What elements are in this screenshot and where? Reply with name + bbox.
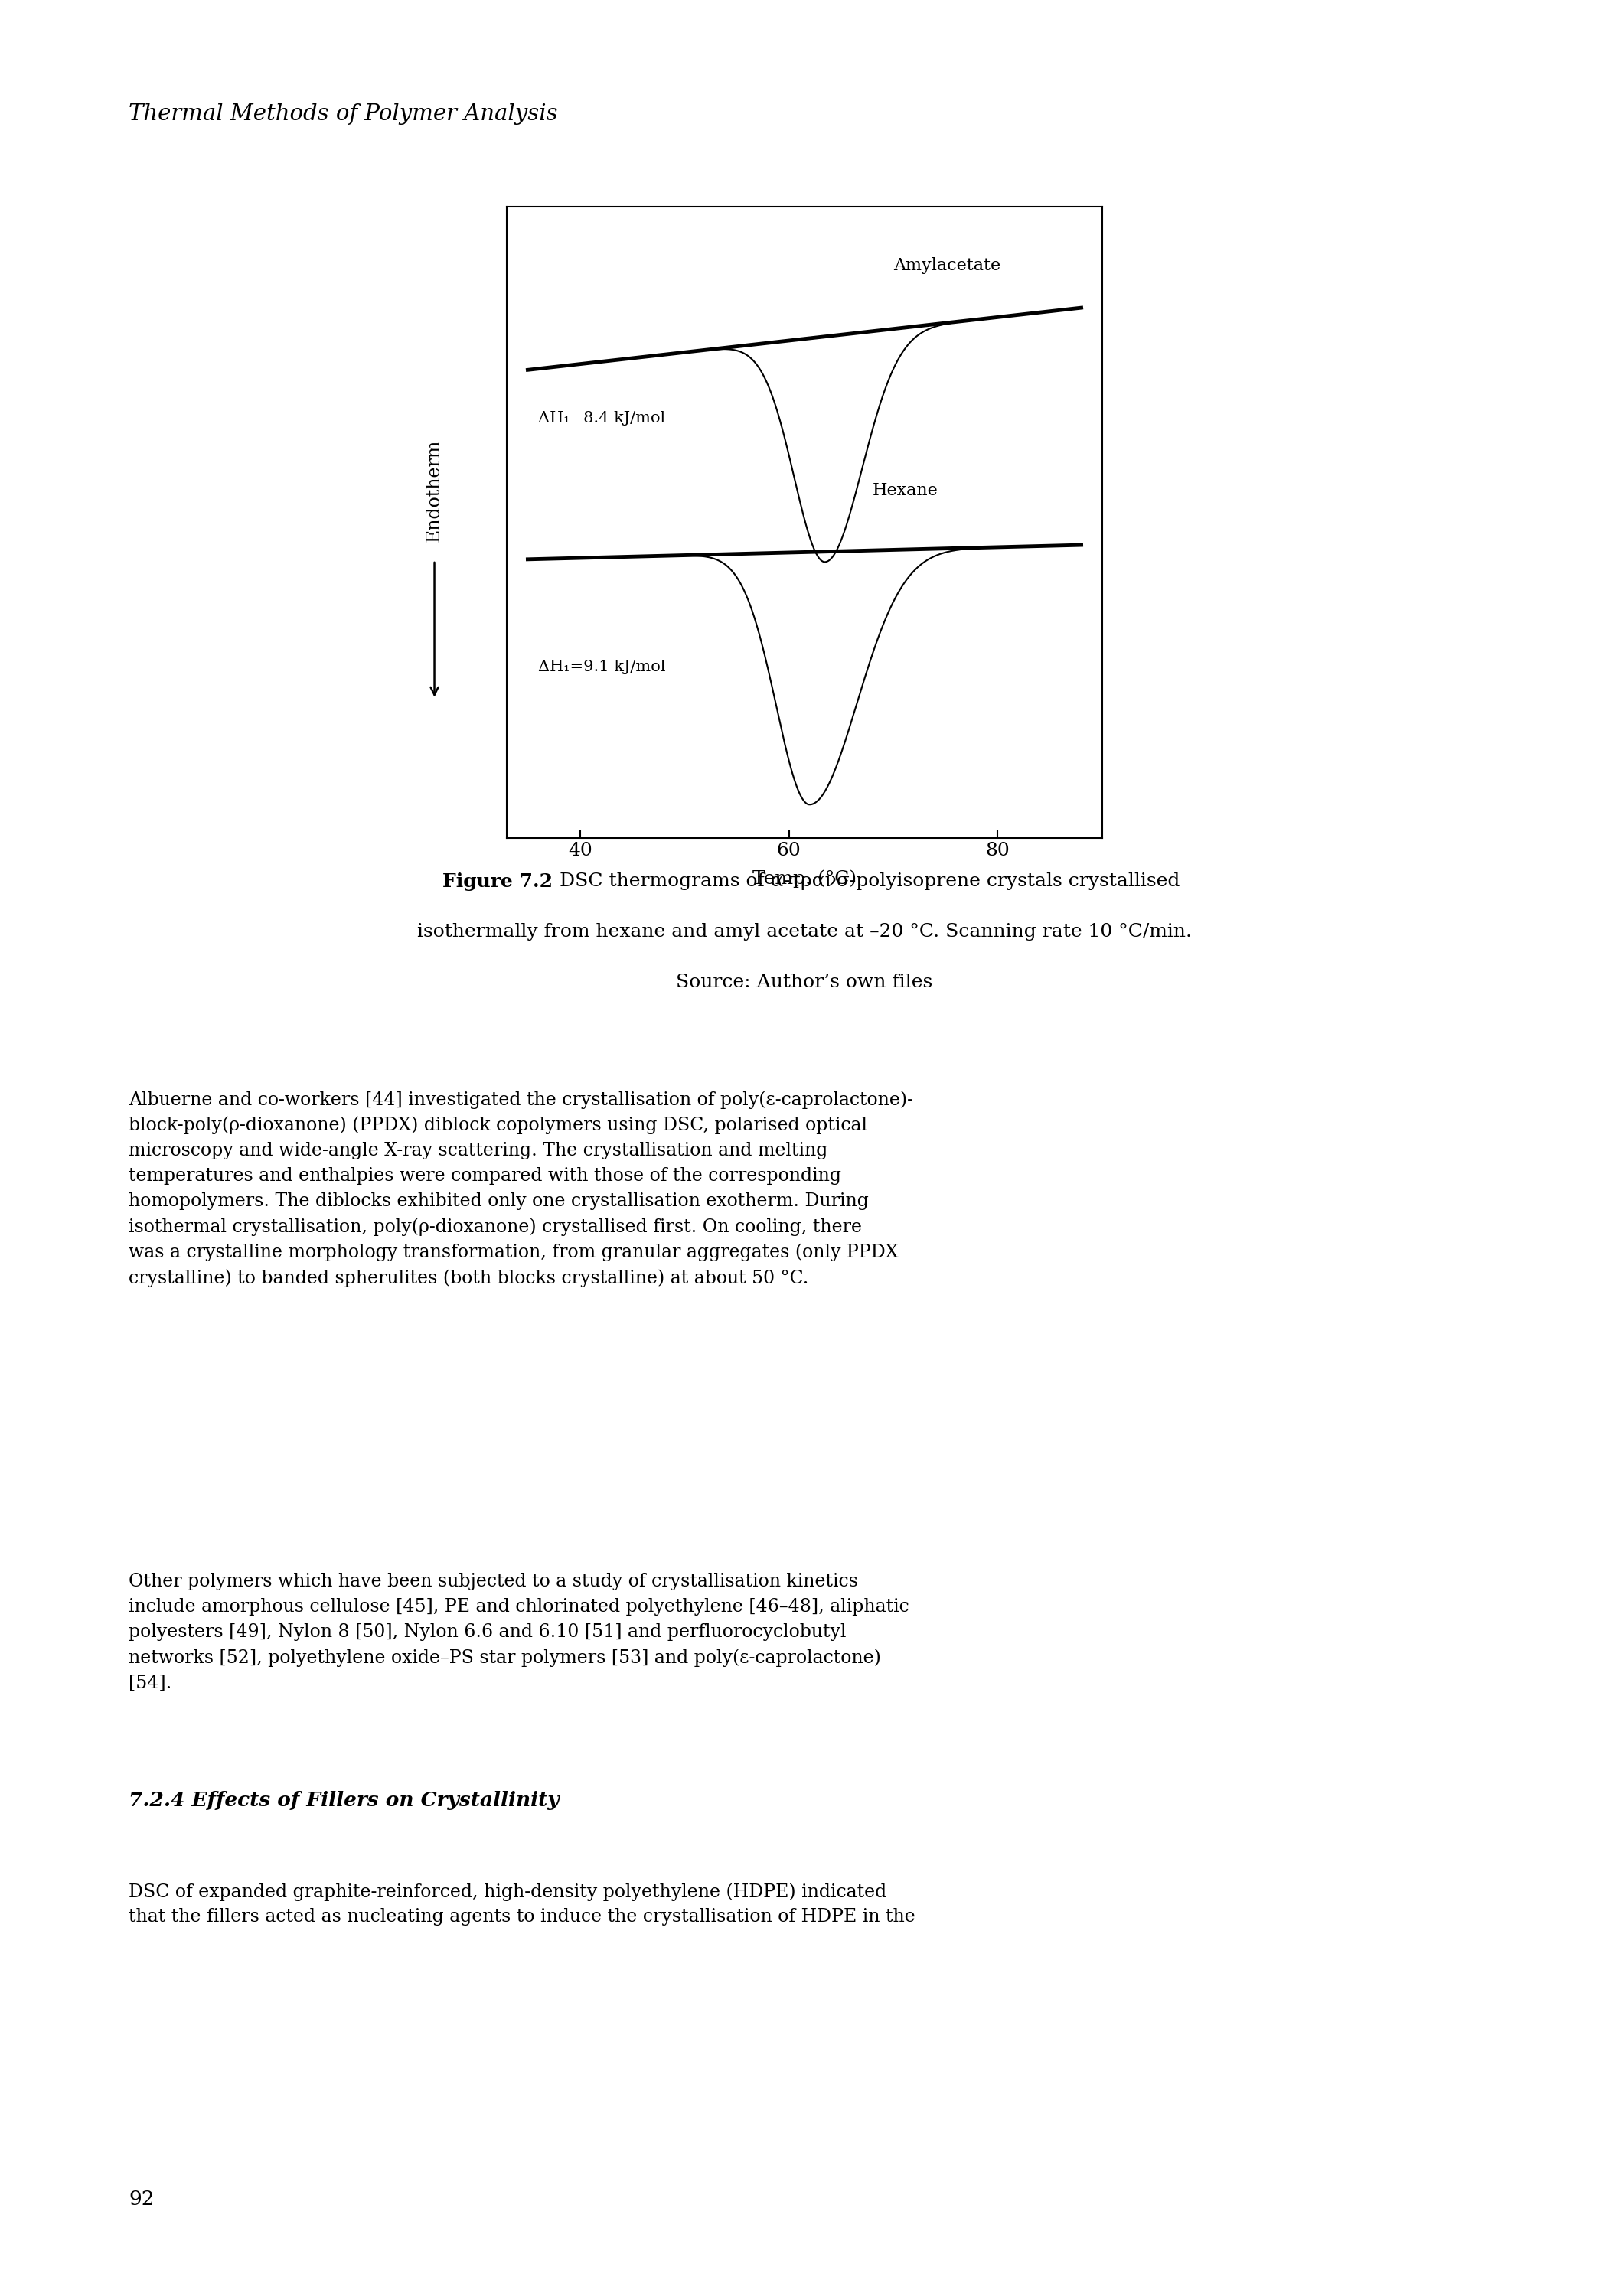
Text: Endotherm: Endotherm	[426, 439, 442, 542]
Text: Amylacetate: Amylacetate	[893, 257, 1001, 273]
Text: DSC of expanded graphite-reinforced, high-density polyethylene (HDPE) indicated
: DSC of expanded graphite-reinforced, hig…	[129, 1883, 916, 1926]
Text: ΔH₁=8.4 kJ/mol: ΔH₁=8.4 kJ/mol	[537, 411, 666, 425]
X-axis label: Temp. (°C): Temp. (°C)	[753, 870, 856, 889]
Text: DSC thermograms of α-τρανσ-polyisoprene crystals crystallised: DSC thermograms of α-τρανσ-polyisoprene …	[553, 872, 1179, 891]
Text: isothermally from hexane and amyl acetate at –20 °C. Scanning rate 10 °C/min.: isothermally from hexane and amyl acetat…	[417, 923, 1192, 941]
Text: ΔH₁=9.1 kJ/mol: ΔH₁=9.1 kJ/mol	[537, 659, 666, 675]
Text: Thermal Methods of Polymer Analysis: Thermal Methods of Polymer Analysis	[129, 103, 558, 124]
Text: Albuerne and co-workers [44] investigated the crystallisation of poly(ε-caprolac: Albuerne and co-workers [44] investigate…	[129, 1091, 914, 1288]
Text: Figure 7.2: Figure 7.2	[442, 872, 553, 891]
Text: Hexane: Hexane	[872, 482, 938, 498]
Text: Source: Author’s own files: Source: Author’s own files	[676, 974, 933, 992]
Text: Other polymers which have been subjected to a study of crystallisation kinetics
: Other polymers which have been subjected…	[129, 1573, 909, 1692]
Text: 92: 92	[129, 2190, 154, 2209]
Text: 7.2.4 Effects of Fillers on Crystallinity: 7.2.4 Effects of Fillers on Crystallinit…	[129, 1791, 560, 1809]
